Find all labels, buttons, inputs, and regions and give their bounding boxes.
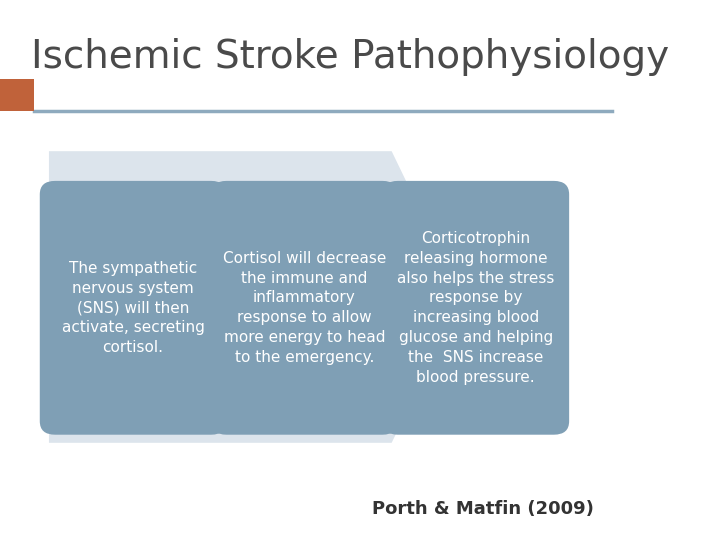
FancyBboxPatch shape	[40, 181, 226, 435]
Polygon shape	[49, 151, 462, 443]
Text: Corticotrophin
releasing hormone
also helps the stress
response by
increasing bl: Corticotrophin releasing hormone also he…	[397, 231, 554, 384]
Text: The sympathetic
nervous system
(SNS) will then
activate, secreting
cortisol.: The sympathetic nervous system (SNS) wil…	[62, 261, 204, 355]
FancyBboxPatch shape	[0, 79, 34, 111]
Text: Cortisol will decrease
the immune and
inflammatory
response to allow
more energy: Cortisol will decrease the immune and in…	[222, 251, 386, 365]
FancyBboxPatch shape	[211, 181, 397, 435]
Text: Porth & Matfin (2009): Porth & Matfin (2009)	[372, 501, 593, 518]
FancyBboxPatch shape	[382, 181, 569, 435]
Text: Ischemic Stroke Pathophysiology: Ischemic Stroke Pathophysiology	[30, 38, 669, 76]
